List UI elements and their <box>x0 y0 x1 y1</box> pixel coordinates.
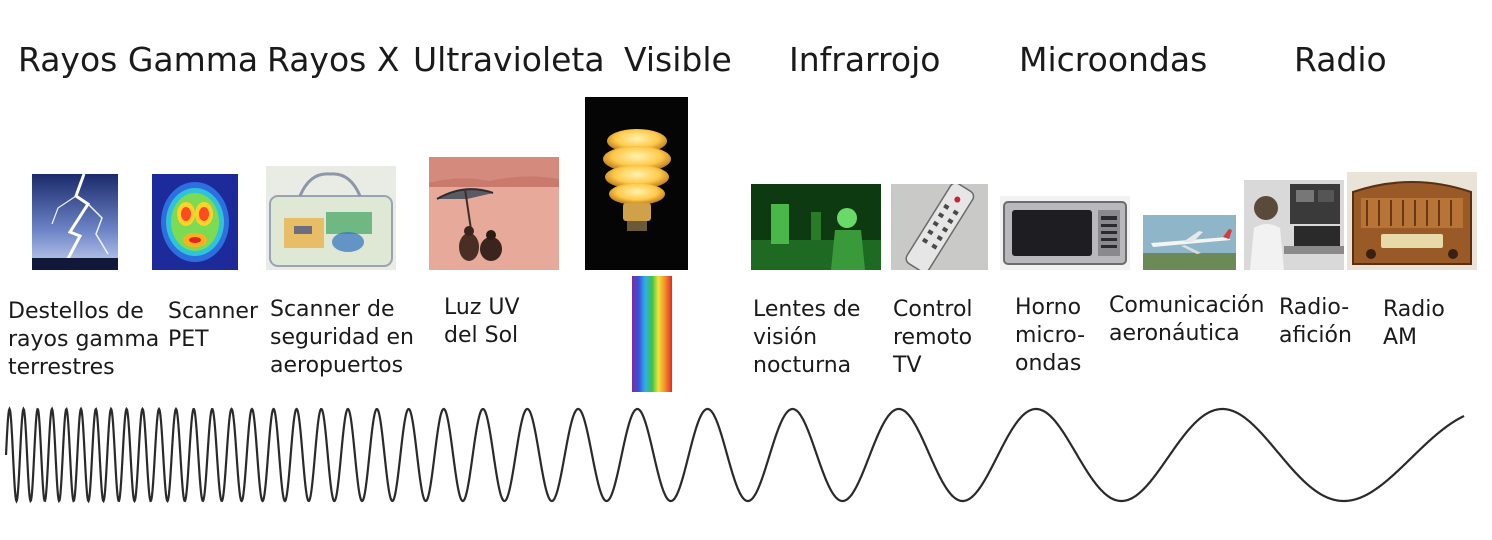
tv-remote-photo <box>891 184 988 270</box>
caption-line: Radio- <box>1279 295 1350 320</box>
pet-brain-scan-photo <box>152 174 238 270</box>
caption-line: Scanner <box>168 299 259 324</box>
caption-line: AM <box>1383 325 1418 350</box>
am-radio-photo <box>1347 172 1477 270</box>
caption-night-vision: Lentes de visión nocturna <box>753 296 860 380</box>
caption-tv-remote: Control remoto TV <box>893 296 973 380</box>
caption-ham-radio: Radio- afición <box>1279 294 1352 350</box>
caption-line: remoto <box>893 325 973 350</box>
light-bulb-photo <box>585 97 688 270</box>
caption-line: nocturna <box>753 353 852 378</box>
band-title-gamma: Rayos Gamma <box>18 40 259 79</box>
caption-line: Destellos de <box>8 299 144 324</box>
caption-line: Horno <box>1015 295 1082 320</box>
band-title-xray: Rayos X <box>267 40 400 79</box>
caption-am-radio: Radio AM <box>1383 296 1445 352</box>
caption-line: Radio <box>1383 297 1445 322</box>
visible-spectrum-strip <box>632 276 672 392</box>
caption-line: visión <box>753 325 818 350</box>
wave-line <box>4 406 1465 504</box>
microwave-oven-photo <box>1000 196 1130 270</box>
caption-line: rayos gamma <box>8 327 160 352</box>
caption-line: afición <box>1279 323 1352 348</box>
airplane-photo <box>1143 215 1236 270</box>
caption-line: TV <box>893 353 922 378</box>
caption-line: aeronáutica <box>1109 321 1240 346</box>
caption-line: Control <box>893 297 973 322</box>
band-title-visible: Visible <box>624 40 732 79</box>
caption-line: del Sol <box>444 323 519 348</box>
band-title-radio: Radio <box>1294 40 1387 79</box>
lightning-photo <box>32 174 118 270</box>
caption-uv-sun: Luz UV del Sol <box>444 294 520 350</box>
wavelength-wave <box>4 406 1465 504</box>
caption-gamma-flashes: Destellos de rayos gamma terrestres <box>8 298 159 382</box>
caption-line: Lentes de <box>753 297 861 322</box>
beach-umbrella-photo <box>429 157 559 270</box>
caption-line: Luz UV <box>444 295 520 320</box>
caption-line: seguridad en <box>270 325 414 350</box>
caption-pet-scanner: Scanner PET <box>168 298 258 354</box>
caption-aeronautical: Comunicación aeronáutica <box>1109 292 1264 348</box>
caption-line: ondas <box>1015 351 1082 376</box>
ham-radio-operator-photo <box>1244 180 1344 270</box>
caption-line: Scanner de <box>270 297 395 322</box>
caption-line: terrestres <box>8 355 115 380</box>
caption-line: aeropuertos <box>270 353 404 378</box>
caption-line: Comunicación <box>1109 293 1265 318</box>
band-title-microwave: Microondas <box>1019 40 1208 79</box>
caption-microwave-oven: Horno micro- ondas <box>1015 294 1085 378</box>
caption-line: micro- <box>1015 323 1086 348</box>
night-vision-photo <box>751 184 881 270</box>
band-title-infrared: Infrarrojo <box>789 40 941 79</box>
band-title-ultraviolet: Ultravioleta <box>413 40 605 79</box>
xray-bag-photo <box>266 166 396 270</box>
caption-line: PET <box>168 327 209 352</box>
caption-airport-scanner: Scanner de seguridad en aeropuertos <box>270 296 414 380</box>
